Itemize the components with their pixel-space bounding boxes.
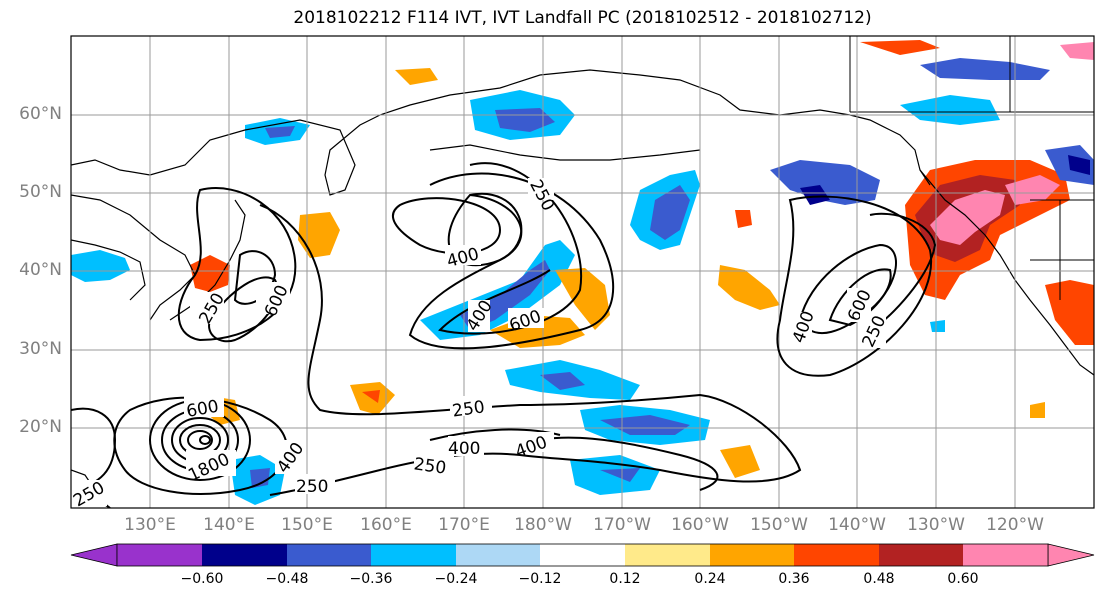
lon-label: 140°E	[203, 515, 255, 535]
lon-label: 150°E	[281, 515, 333, 535]
colorbar-tick-label: −0.60	[180, 571, 224, 587]
colorbar-tick-label: 0.36	[778, 571, 810, 587]
ivt-contours	[71, 162, 937, 508]
colorbar-segment	[794, 544, 879, 566]
lat-label: 60°N	[19, 104, 62, 124]
colorbar-segment	[625, 544, 710, 566]
colorbar-tick-label: −0.36	[349, 571, 393, 587]
colorbar-extend-left	[70, 543, 118, 567]
lon-label: 130°W	[907, 515, 965, 535]
lon-label: 160°W	[671, 515, 729, 535]
colorbar-segment	[202, 544, 287, 566]
map-frame	[70, 35, 1095, 509]
colorbar-tick-label: 0.24	[694, 571, 726, 587]
lat-label: 30°N	[19, 339, 62, 359]
colorbar-segment	[540, 544, 625, 566]
colorbar-extend-right	[1047, 543, 1095, 567]
contour-label: 250	[413, 454, 448, 478]
colorbar-tick-label: −0.48	[265, 571, 309, 587]
gridlines	[71, 36, 1094, 508]
colorbar-segment	[117, 544, 202, 566]
lon-label: 150°W	[750, 515, 808, 535]
borders	[849, 36, 1094, 300]
colorbar-tick-label: 0.12	[609, 571, 641, 587]
shaded-fields	[71, 40, 1094, 505]
colorbar-tick-label: −0.24	[434, 571, 478, 587]
lon-label: 120°W	[986, 515, 1044, 535]
colorbar-segment	[287, 544, 371, 566]
contour-label: 400	[448, 439, 480, 459]
colorbar-segment	[963, 544, 1048, 566]
colorbar-segment	[710, 544, 794, 566]
lon-label: 160°E	[360, 515, 412, 535]
lat-label: 50°N	[19, 182, 62, 202]
contour-label: 250	[451, 397, 486, 421]
colorbar-tick-label: 0.48	[863, 571, 895, 587]
lon-label: 170°W	[593, 515, 651, 535]
colorbar-segment	[371, 544, 456, 566]
lon-label: 180°W	[514, 515, 572, 535]
contour-labels: 250 400 600 400 600 250 400 600 250 600 …	[71, 177, 890, 508]
lon-label: 140°W	[828, 515, 886, 535]
colorbar	[70, 543, 1095, 567]
lon-label: 170°E	[438, 515, 490, 535]
lat-label: 40°N	[19, 260, 62, 280]
contour-label: 250	[296, 477, 328, 497]
lat-label: 20°N	[19, 417, 62, 437]
map-title: 2018102212 F114 IVT, IVT Landfall PC (20…	[293, 8, 872, 28]
colorbar-segment	[879, 544, 963, 566]
colorbar-tick-label: 0.60	[947, 571, 979, 587]
colorbar-segment	[456, 544, 540, 566]
colorbar-tick-label: −0.12	[518, 571, 562, 587]
lon-label: 130°E	[124, 515, 176, 535]
